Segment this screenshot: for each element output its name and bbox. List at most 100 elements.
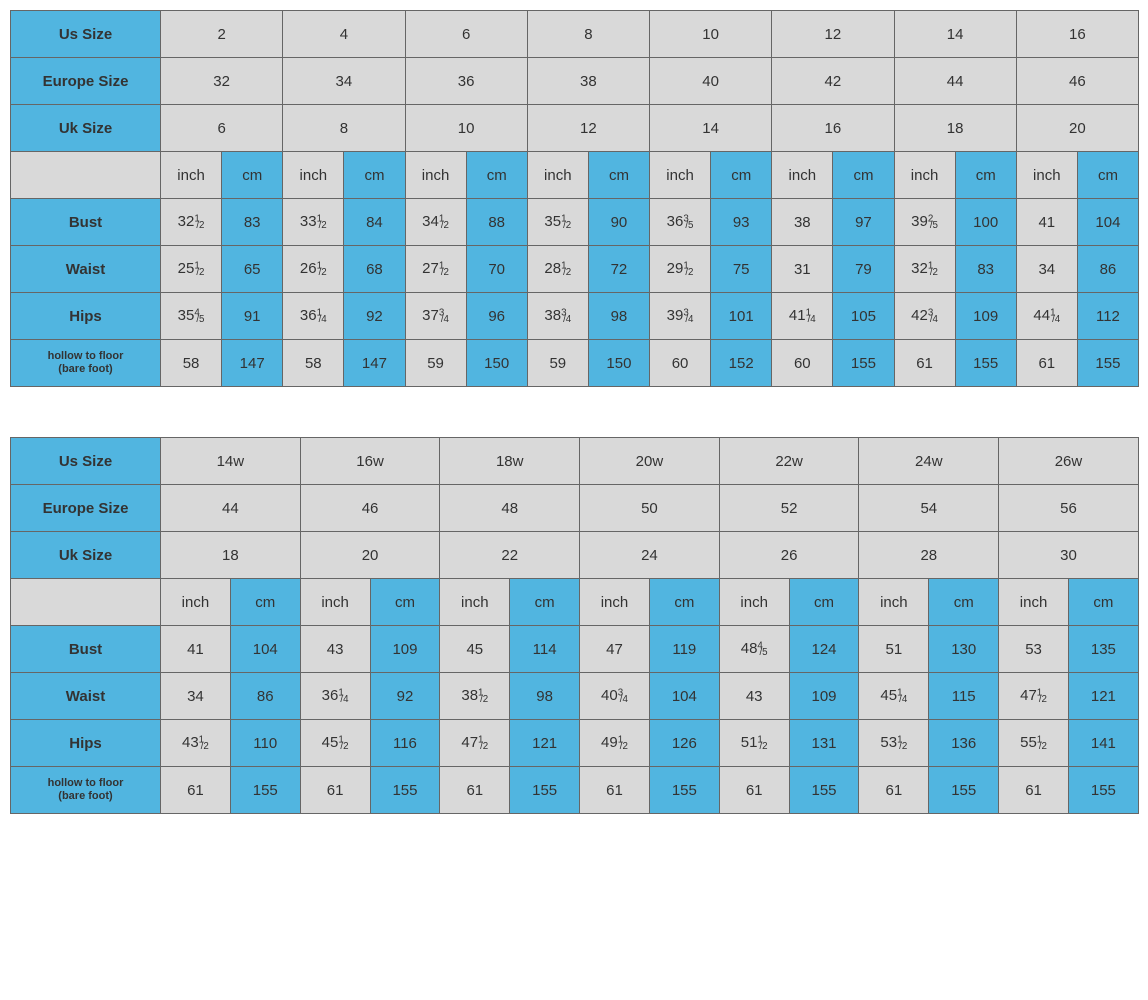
unit-inch: inch [440,579,510,626]
unit-inch: inch [161,579,231,626]
row-label-waist: Waist [11,246,161,293]
hips-cm: 112 [1077,293,1138,340]
uk-size-value: 16 [772,105,894,152]
waist-inch: 34 [161,673,231,720]
bust-cm: 130 [929,626,999,673]
waist-inch: 281/2 [527,246,588,293]
bust-inch: 38 [772,199,833,246]
bust-cm: 93 [711,199,772,246]
waist-cm: 115 [929,673,999,720]
hips-cm: 91 [222,293,283,340]
waist-inch: 271/2 [405,246,466,293]
us-size-value: 8 [527,11,649,58]
us-size-value: 6 [405,11,527,58]
hips-inch: 441/4 [1016,293,1077,340]
uk-size-value: 6 [161,105,283,152]
hollow-inch: 59 [405,340,466,387]
waist-cm: 86 [1077,246,1138,293]
hollow-cm: 155 [1068,767,1138,814]
row-label-hollow: hollow to floor (bare foot) [11,767,161,814]
row-label-waist: Waist [11,673,161,720]
us-size-value: 26w [999,438,1139,485]
uk-size-value: 26 [719,532,859,579]
hollow-cm: 155 [649,767,719,814]
hollow-inch: 61 [894,340,955,387]
waist-inch: 403/4 [580,673,650,720]
bust-cm: 97 [833,199,894,246]
row-label-europe-size: Europe Size [11,485,161,532]
europe-size-value: 46 [300,485,440,532]
hollow-cm: 155 [955,340,1016,387]
hips-inch: 431/2 [161,720,231,767]
us-size-value: 2 [161,11,283,58]
hips-inch: 511/2 [719,720,789,767]
hollow-cm: 155 [230,767,300,814]
row-label-us-size: Us Size [11,11,161,58]
waist-cm: 104 [649,673,719,720]
waist-inch: 251/2 [161,246,222,293]
size-table: Us Size246810121416Europe Size3234363840… [10,10,1139,387]
hollow-cm: 150 [588,340,649,387]
unit-cm: cm [833,152,894,199]
unit-inch: inch [1016,152,1077,199]
uk-size-value: 12 [527,105,649,152]
unit-inch: inch [405,152,466,199]
hips-inch: 373/4 [405,293,466,340]
europe-size-value: 38 [527,58,649,105]
unit-cm: cm [222,152,283,199]
us-size-value: 10 [650,11,772,58]
unit-inch: inch [772,152,833,199]
hips-cm: 96 [466,293,527,340]
us-size-value: 24w [859,438,999,485]
hips-inch: 411/4 [772,293,833,340]
hollow-cm: 155 [929,767,999,814]
hips-cm: 116 [370,720,440,767]
unit-cm: cm [230,579,300,626]
europe-size-value: 56 [999,485,1139,532]
waist-inch: 261/2 [283,246,344,293]
hips-inch: 551/2 [999,720,1069,767]
unit-inch: inch [527,152,588,199]
hollow-inch: 61 [719,767,789,814]
hips-cm: 126 [649,720,719,767]
waist-inch: 43 [719,673,789,720]
row-label-us-size: Us Size [11,438,161,485]
bust-inch: 363/5 [650,199,711,246]
europe-size-value: 42 [772,58,894,105]
hips-inch: 361/4 [283,293,344,340]
row-label-uk-size: Uk Size [11,105,161,152]
europe-size-value: 40 [650,58,772,105]
europe-size-value: 50 [580,485,720,532]
waist-cm: 109 [789,673,859,720]
waist-cm: 92 [370,673,440,720]
hollow-cm: 155 [370,767,440,814]
bust-cm: 114 [510,626,580,673]
us-size-value: 4 [283,11,405,58]
hollow-inch: 61 [440,767,510,814]
europe-size-value: 44 [161,485,301,532]
unit-cm: cm [1077,152,1138,199]
hips-cm: 105 [833,293,894,340]
row-label-hips: Hips [11,720,161,767]
waist-cm: 68 [344,246,405,293]
uk-size-value: 20 [1016,105,1138,152]
empty-cell [11,152,161,199]
hips-cm: 131 [789,720,859,767]
row-label-hollow: hollow to floor (bare foot) [11,340,161,387]
unit-cm: cm [929,579,999,626]
waist-cm: 83 [955,246,1016,293]
bust-cm: 124 [789,626,859,673]
hips-inch: 423/4 [894,293,955,340]
waist-cm: 86 [230,673,300,720]
bust-inch: 51 [859,626,929,673]
row-label-hips: Hips [11,293,161,340]
hips-cm: 98 [588,293,649,340]
bust-cm: 90 [588,199,649,246]
hips-cm: 121 [510,720,580,767]
unit-cm: cm [1068,579,1138,626]
waist-cm: 79 [833,246,894,293]
waist-inch: 34 [1016,246,1077,293]
hips-inch: 393/4 [650,293,711,340]
bust-inch: 47 [580,626,650,673]
uk-size-value: 14 [650,105,772,152]
